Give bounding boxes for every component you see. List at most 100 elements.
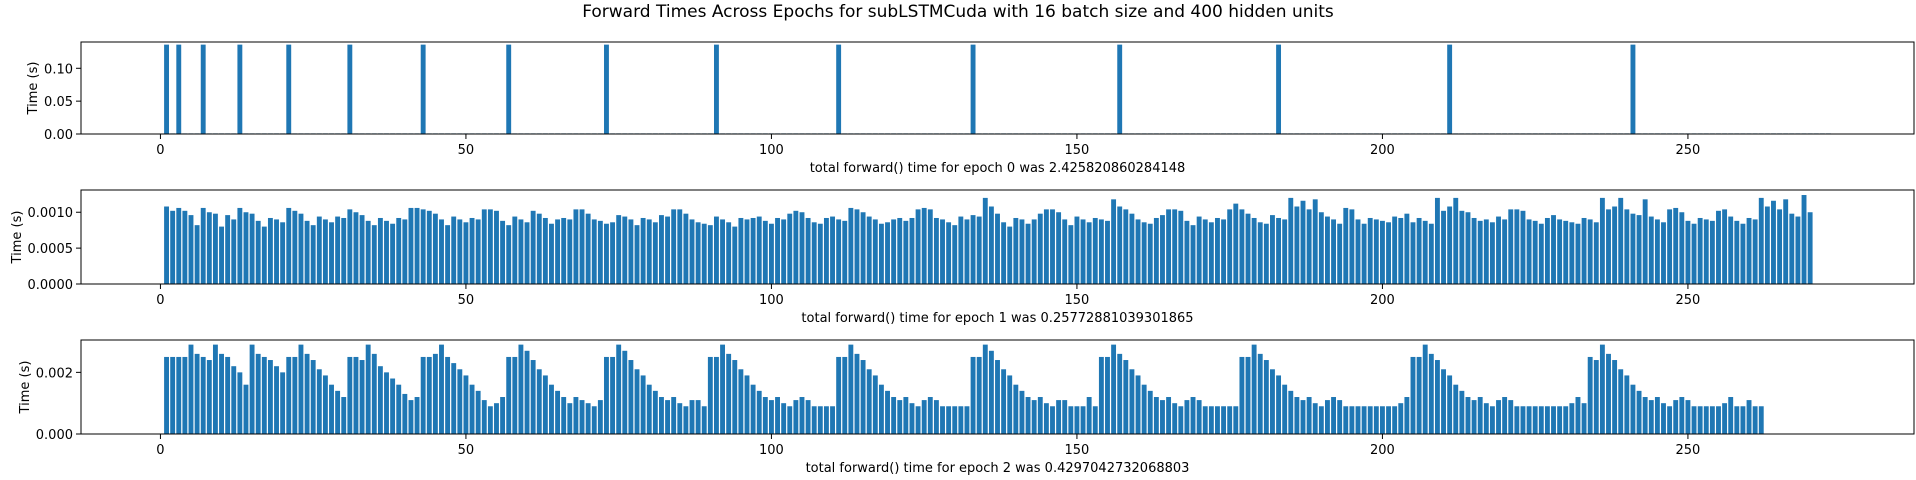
bar: [714, 216, 719, 284]
axes-frame: [80, 339, 1915, 435]
bar: [1697, 406, 1703, 434]
bar: [396, 217, 402, 284]
bar: [793, 210, 799, 284]
bar: [1361, 406, 1367, 434]
x-tick-label: 200: [1370, 443, 1395, 458]
bar: [1312, 403, 1318, 434]
bar: [1795, 216, 1801, 284]
bar: [1019, 390, 1025, 434]
bar: [1276, 44, 1282, 134]
bar: [549, 384, 554, 434]
bar: [1215, 217, 1220, 284]
bar: [1746, 400, 1752, 434]
bar: [567, 219, 573, 284]
bar: [1465, 212, 1471, 284]
bar: [732, 360, 738, 434]
bar: [426, 210, 432, 284]
bar: [310, 225, 316, 284]
bar: [555, 219, 561, 284]
x-tick-label: 100: [759, 143, 784, 158]
bar: [1685, 220, 1691, 284]
bar: [940, 406, 945, 434]
bar: [1728, 216, 1734, 284]
bar: [830, 216, 835, 284]
bar: [408, 207, 414, 284]
bar: [1483, 403, 1489, 434]
bar: [286, 44, 292, 134]
bar: [1092, 406, 1098, 434]
bar: [1575, 397, 1581, 434]
bar: [1502, 397, 1508, 434]
bar: [781, 403, 787, 434]
bar: [1551, 215, 1556, 284]
bar: [1728, 397, 1734, 434]
bar: [958, 406, 964, 434]
bar: [512, 216, 518, 284]
bar: [1758, 406, 1764, 434]
bar: [616, 215, 622, 284]
bar: [200, 356, 206, 434]
bar: [1392, 406, 1398, 434]
bar: [267, 217, 273, 284]
bar: [1349, 209, 1355, 284]
bar: [933, 217, 939, 284]
bar: [237, 372, 243, 434]
bar: [1514, 406, 1520, 434]
bar: [1007, 226, 1013, 284]
bar: [799, 212, 805, 284]
bar: [1056, 400, 1062, 434]
bar: [286, 207, 292, 284]
bar: [1080, 219, 1086, 284]
bar: [237, 44, 243, 134]
x-tick-label: 200: [1370, 143, 1395, 158]
bar: [1331, 397, 1336, 434]
bar: [1569, 222, 1575, 284]
bar: [261, 226, 267, 284]
bar: [1581, 217, 1587, 284]
bar: [1318, 212, 1324, 284]
bar: [451, 363, 457, 434]
subplot-0: 0 50 100 150 200 250 0.00 0.05 0.10 total forward…: [26, 41, 1915, 176]
bar: [1300, 200, 1306, 284]
bar: [1019, 219, 1025, 284]
bar: [652, 390, 658, 434]
bar: [915, 209, 921, 284]
bar: [1532, 220, 1538, 284]
bar: [982, 344, 988, 434]
bar: [231, 366, 237, 434]
figure-title: Forward Times Across Epochs for subLSTMC…: [582, 2, 1334, 22]
bar: [371, 225, 377, 284]
bar: [585, 213, 591, 284]
bar: [292, 210, 298, 284]
bar: [1007, 375, 1013, 434]
x-tick-label: 50: [458, 293, 475, 308]
bar: [1050, 209, 1055, 284]
bar: [304, 220, 310, 284]
bar: [836, 356, 842, 434]
x-tick-label: 200: [1370, 293, 1395, 308]
bar: [1599, 344, 1605, 434]
bar: [1752, 406, 1758, 434]
bar: [1001, 222, 1007, 284]
bar: [1013, 384, 1019, 434]
bar: [170, 356, 176, 434]
bar: [872, 375, 878, 434]
bar: [329, 222, 334, 284]
bar: [689, 219, 695, 284]
bar: [1544, 406, 1550, 434]
bar: [1288, 390, 1294, 434]
bar: [506, 44, 512, 134]
bar: [274, 219, 279, 284]
bar: [1575, 223, 1581, 284]
bar: [206, 212, 212, 284]
bar: [494, 403, 499, 434]
bar: [1105, 220, 1110, 284]
bar: [964, 406, 970, 434]
bar: [1661, 403, 1666, 434]
x-tick-label: 0: [156, 443, 164, 458]
bar: [671, 397, 677, 434]
bar: [659, 397, 664, 434]
bar: [1184, 400, 1190, 434]
bar: [176, 356, 182, 434]
bar: [1404, 213, 1410, 284]
